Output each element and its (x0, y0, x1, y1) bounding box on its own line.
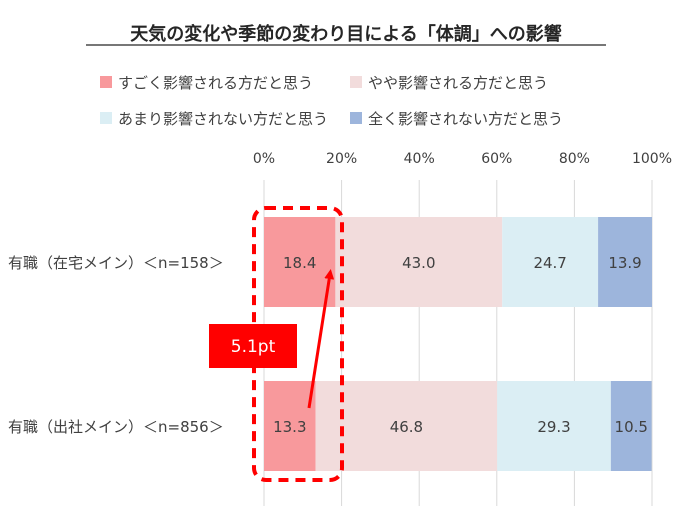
data-label: 24.7 (533, 254, 566, 272)
legend-label: やや影響される方だと思う (368, 74, 548, 92)
legend-swatch (350, 112, 362, 124)
bar-segment (598, 217, 652, 307)
legend-label: すごく影響される方だと思う (118, 74, 313, 92)
legend-swatch (350, 76, 362, 88)
callout-label: 5.1pt (231, 337, 276, 357)
data-label: 43.0 (402, 254, 435, 272)
x-tick-label: 20% (326, 151, 357, 167)
x-axis-ticks: 0% 20% 40% 60% 80% 100% (253, 151, 672, 167)
bar-segment (610, 381, 652, 471)
legend-label: 全く影響されない方だと思う (368, 110, 563, 128)
x-tick-label: 80% (559, 151, 590, 167)
data-label: 10.5 (615, 418, 648, 436)
data-label: 18.4 (283, 254, 316, 272)
legend-swatch (100, 76, 112, 88)
x-tick-label: 100% (632, 151, 672, 167)
bar-segment (264, 381, 316, 471)
data-label: 13.3 (273, 418, 306, 436)
legend-swatch (100, 112, 112, 124)
bars: 18.4 43.0 24.7 13.9 13.3 46.8 29.3 10.5 (264, 217, 652, 471)
category-label: 有職（出社メイン）＜n=856＞ (8, 418, 224, 436)
bar-segment (502, 217, 599, 307)
difference-arrow (307, 269, 335, 409)
x-tick-label: 0% (253, 151, 275, 167)
bar-segment (497, 381, 611, 471)
x-tick-label: 60% (481, 151, 512, 167)
chart-title: 天気の変化や季節の変わり目による「体調」への影響 (130, 23, 561, 45)
data-label: 46.8 (390, 418, 423, 436)
x-tick-label: 40% (404, 151, 435, 167)
annotation: 5.1pt (209, 206, 344, 482)
legend-label: あまり影響されない方だと思う (118, 110, 328, 128)
category-label: 有職（在宅メイン）＜n=158＞ (8, 254, 224, 272)
bar-segment (335, 217, 503, 307)
data-label: 13.9 (608, 254, 641, 272)
callout-box (209, 324, 297, 368)
data-label: 29.3 (537, 418, 570, 436)
category-labels: 有職（在宅メイン）＜n=158＞ 有職（出社メイン）＜n=856＞ (8, 254, 224, 436)
highlight-box (252, 206, 344, 482)
bar-segment (315, 381, 498, 471)
bar-segment (264, 217, 336, 307)
